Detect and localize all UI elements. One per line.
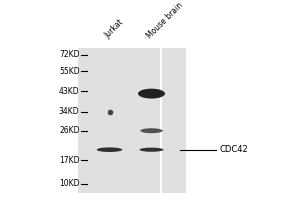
- Ellipse shape: [138, 89, 165, 99]
- Text: 43KD: 43KD: [59, 87, 80, 96]
- Text: 34KD: 34KD: [59, 107, 80, 116]
- Ellipse shape: [140, 128, 163, 133]
- Text: 72KD: 72KD: [59, 50, 80, 59]
- Text: Mouse brain: Mouse brain: [145, 0, 185, 40]
- Text: 10KD: 10KD: [59, 179, 80, 188]
- Text: 17KD: 17KD: [59, 156, 80, 165]
- Text: Jurkat: Jurkat: [103, 18, 125, 40]
- Bar: [78, 48, 186, 193]
- Text: 55KD: 55KD: [59, 67, 80, 76]
- Text: 26KD: 26KD: [59, 126, 80, 135]
- Text: CDC42: CDC42: [219, 145, 248, 154]
- Ellipse shape: [97, 147, 122, 152]
- Ellipse shape: [140, 148, 164, 152]
